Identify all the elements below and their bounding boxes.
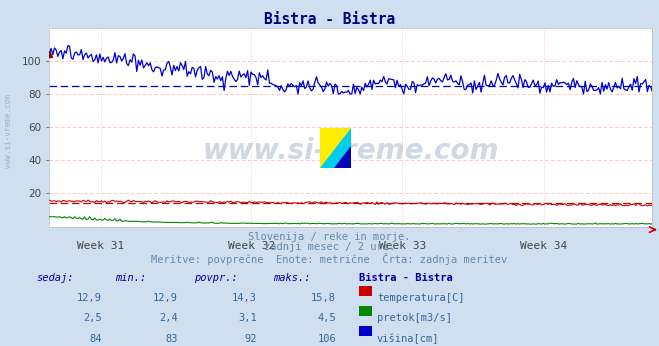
Text: pretok[m3/s]: pretok[m3/s]	[377, 313, 452, 324]
Text: zadnji mesec / 2 uri.: zadnji mesec / 2 uri.	[264, 242, 395, 252]
Text: 4,5: 4,5	[318, 313, 336, 324]
Text: 106: 106	[318, 334, 336, 344]
Text: 15,8: 15,8	[311, 293, 336, 303]
Polygon shape	[320, 128, 351, 168]
Text: Week 31: Week 31	[77, 240, 125, 251]
Text: Week 33: Week 33	[378, 240, 426, 251]
Text: Week 32: Week 32	[228, 240, 275, 251]
Text: 92: 92	[244, 334, 257, 344]
Text: 83: 83	[165, 334, 178, 344]
Text: min.:: min.:	[115, 273, 146, 283]
Text: sedaj:: sedaj:	[36, 273, 74, 283]
Text: Bistra - Bistra: Bistra - Bistra	[359, 273, 453, 283]
Text: 12,9: 12,9	[77, 293, 102, 303]
Text: 3,1: 3,1	[239, 313, 257, 324]
Text: www.si-vreme.com: www.si-vreme.com	[4, 94, 13, 169]
Text: 12,9: 12,9	[153, 293, 178, 303]
Text: 14,3: 14,3	[232, 293, 257, 303]
Polygon shape	[334, 146, 351, 168]
Text: Week 34: Week 34	[520, 240, 567, 251]
Text: temperatura[C]: temperatura[C]	[377, 293, 465, 303]
Text: povpr.:: povpr.:	[194, 273, 238, 283]
Text: Bistra - Bistra: Bistra - Bistra	[264, 12, 395, 27]
Polygon shape	[320, 128, 351, 168]
Text: www.si-vreme.com: www.si-vreme.com	[203, 137, 499, 165]
Text: 2,5: 2,5	[84, 313, 102, 324]
Text: 84: 84	[90, 334, 102, 344]
Text: 2,4: 2,4	[159, 313, 178, 324]
Text: višina[cm]: višina[cm]	[377, 334, 440, 344]
Text: maks.:: maks.:	[273, 273, 311, 283]
Text: Slovenija / reke in morje.: Slovenija / reke in morje.	[248, 232, 411, 242]
Text: Meritve: povprečne  Enote: metrične  Črta: zadnja meritev: Meritve: povprečne Enote: metrične Črta:…	[152, 253, 507, 265]
